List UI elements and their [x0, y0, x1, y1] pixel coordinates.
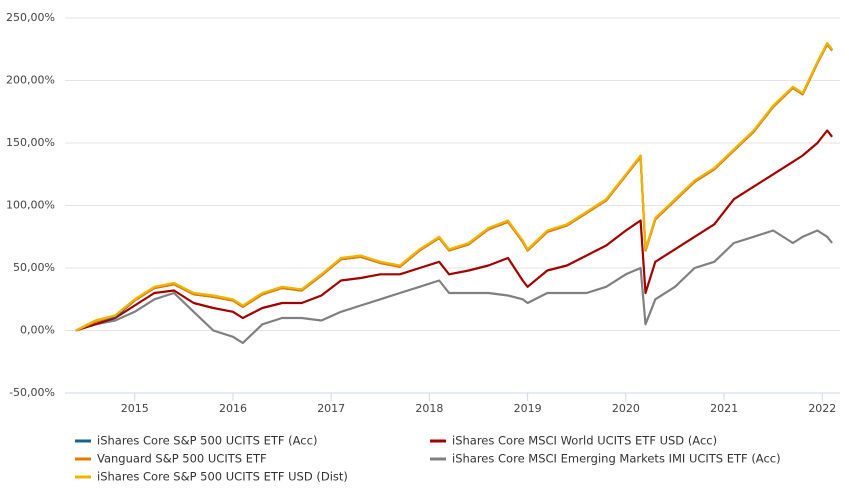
legend-label: iShares Core MSCI Emerging Markets IMI U… — [452, 452, 781, 466]
x-tick-label: 2018 — [415, 402, 443, 415]
series-line — [75, 43, 833, 332]
y-tick-label: 200,00% — [6, 74, 55, 87]
x-tick-label: 2016 — [219, 402, 247, 415]
series-line — [75, 229, 833, 345]
y-tick-label: 250,00% — [6, 11, 55, 24]
series-line — [75, 43, 833, 332]
legend-label: Vanguard S&P 500 UCITS ETF — [97, 452, 267, 466]
y-tick-label: 150,00% — [6, 136, 55, 149]
x-tick-label: 2022 — [808, 402, 836, 415]
x-tick-label: 2019 — [514, 402, 542, 415]
legend-label: iShares Core S&P 500 UCITS ETF (Acc) — [97, 434, 317, 448]
legend-label: iShares Core MSCI World UCITS ETF USD (A… — [452, 434, 717, 448]
x-tick-label: 2021 — [710, 402, 738, 415]
series-line — [75, 41, 833, 332]
y-tick-label: 50,00% — [13, 261, 55, 274]
y-tick-label: 100,00% — [6, 199, 55, 212]
x-tick-label: 2020 — [612, 402, 640, 415]
x-tick-label: 2017 — [317, 402, 345, 415]
legend-label: iShares Core S&P 500 UCITS ETF USD (Dist… — [97, 470, 348, 484]
legend: iShares Core S&P 500 UCITS ETF (Acc) Vang… — [75, 434, 781, 484]
y-tick-label: 0,00% — [20, 324, 55, 337]
y-tick-label: -50,00% — [9, 386, 55, 399]
series-line — [75, 129, 833, 332]
x-tick-label: 2015 — [121, 402, 149, 415]
